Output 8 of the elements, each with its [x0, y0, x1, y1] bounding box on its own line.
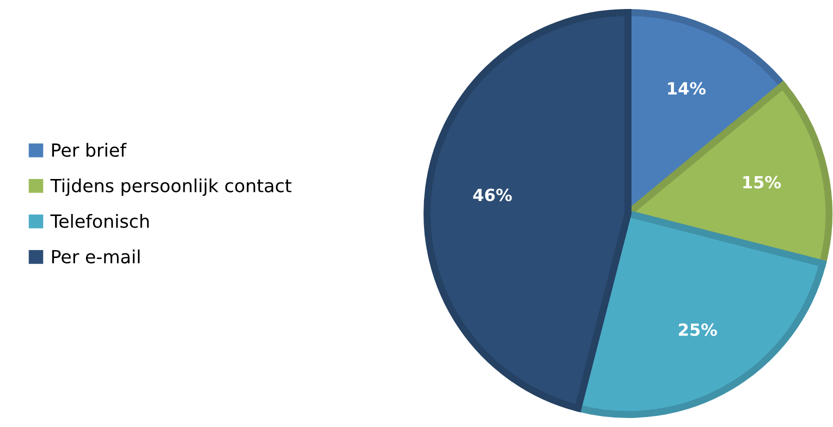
data-label: 46% [473, 188, 512, 202]
legend-label: Telefonisch [50, 214, 149, 228]
data-label: 25% [678, 323, 717, 336]
data-label: 15% [743, 176, 781, 189]
legend-label: Per e-mail [52, 250, 140, 264]
legend-label: Per brief [52, 142, 127, 157]
data-label: 14% [668, 82, 706, 95]
legend-label: Tijdens persoonlijk contact [50, 178, 292, 196]
